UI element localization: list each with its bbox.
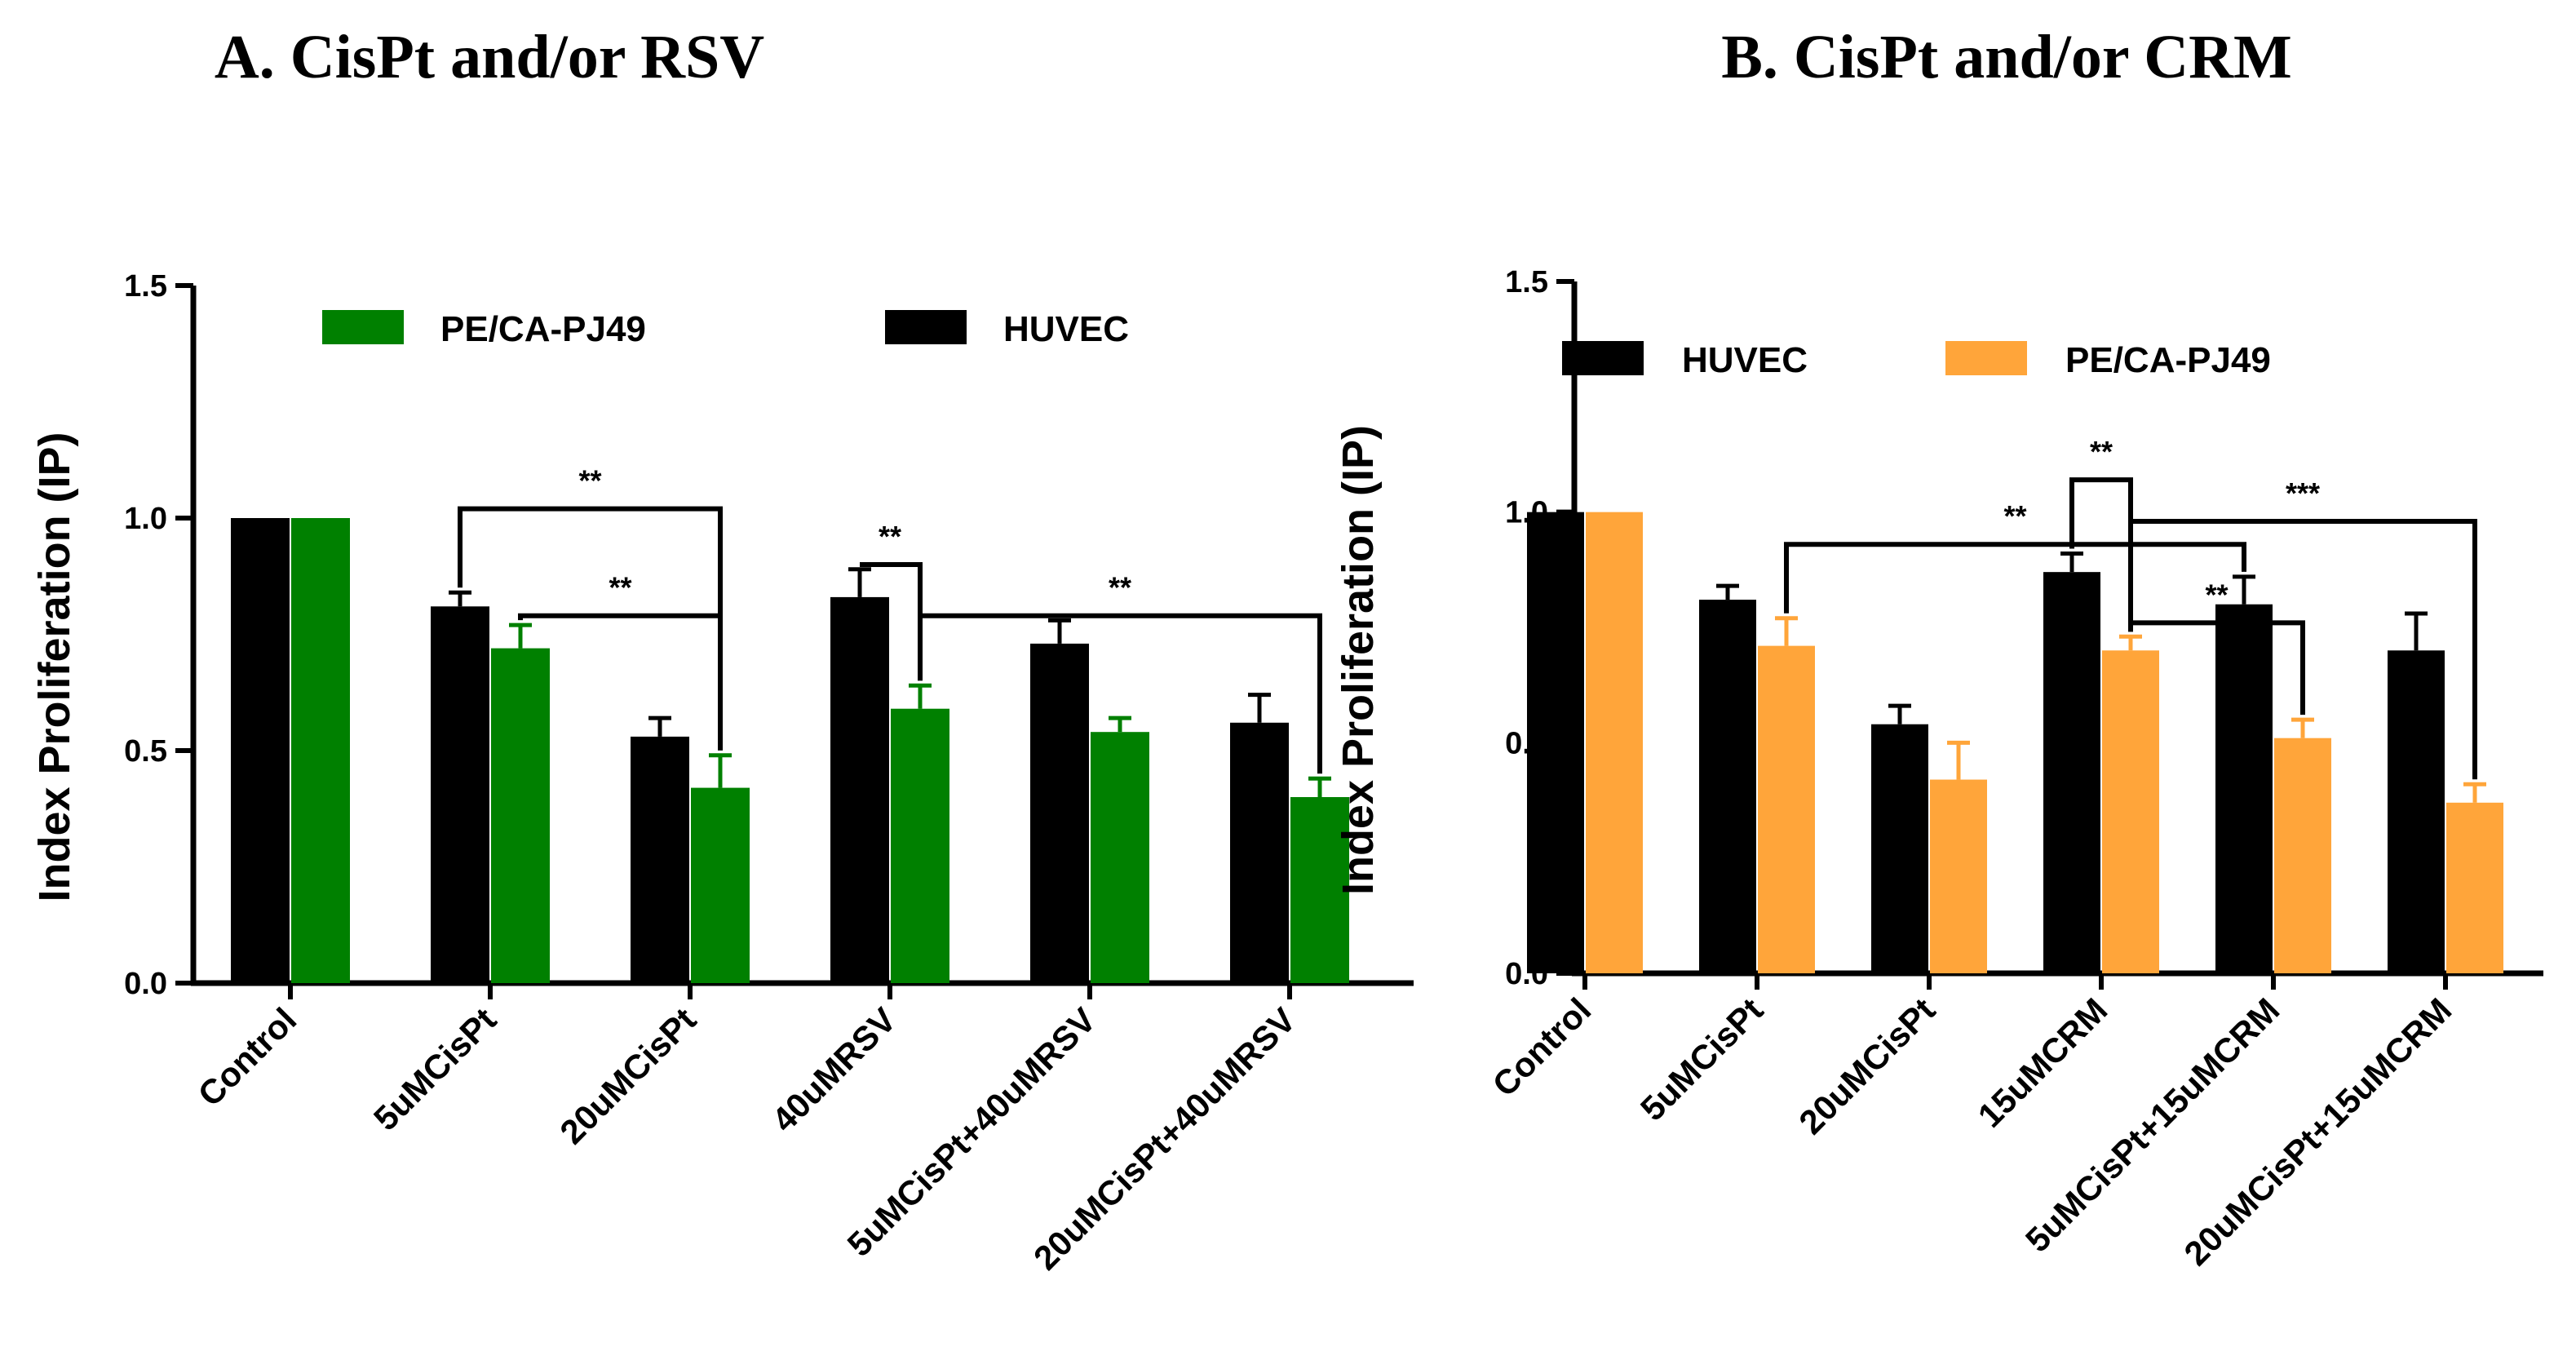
bar [2274,738,2331,973]
x-tick-label: 40uMRSV [764,1000,903,1139]
significance-bracket [918,613,1322,774]
bar [891,708,949,983]
bar [2102,650,2159,973]
bar [1290,797,1349,983]
legend-label: PE/CA-PJ49 [2065,340,2271,380]
bar [1699,600,1756,973]
significance-bracket [518,613,723,751]
x-tick-label: 20uMCisPt [552,1000,703,1151]
legend-label: HUVEC [1682,340,1808,380]
significance-label: ** [578,464,601,498]
legend-swatch [1562,341,1644,375]
bar [1091,732,1149,983]
bar [431,606,489,983]
significance-label: ** [609,571,631,605]
y-axis-title: Index Proliferation (IP) [30,432,79,902]
bar [830,596,889,983]
significance-label: *** [2286,476,2320,510]
x-tick-label: 20uMCisPt [1791,990,1942,1141]
bar [291,518,350,983]
y-tick-label: 1.0 [124,502,167,536]
bar [2043,572,2100,973]
bar [1586,512,1643,973]
bar [1030,643,1089,983]
chart-title: B. CisPt and/or CRM [1721,23,2292,91]
legend-swatch [885,310,967,344]
bar [691,787,750,983]
significance-label: ** [2003,499,2026,533]
significance-label: ** [1109,571,1131,605]
legend-swatch [1945,341,2027,375]
bar [1230,722,1289,983]
significance-label: ** [2205,578,2228,611]
bar [1871,724,1928,973]
significance-bracket [2128,518,2477,780]
bar [491,648,550,983]
y-tick-label: 0.0 [124,967,167,1001]
y-axis-title: Index Proliferation (IP) [1334,425,1383,895]
bar [1527,512,1584,973]
y-tick-label: 1.5 [1505,265,1548,299]
x-tick-label: Control [191,1000,304,1114]
significance-label: ** [2090,435,2113,468]
y-tick-label: 1.5 [124,269,167,303]
legend-swatch [322,310,404,344]
bar [1930,779,1987,973]
x-tick-label: Control [1485,990,1599,1104]
chart-panel-a: A. CisPt and/or RSV 0.0 0.5 1.0 1.5 Index Pr… [30,23,1414,1278]
significance-label: ** [879,520,901,553]
x-tick-label: 15uMCRM [1971,990,2115,1135]
bar [2446,802,2503,973]
y-tick-label: 0.5 [124,734,167,769]
legend-label: PE/CA-PJ49 [440,309,646,349]
bar [231,518,290,983]
bar [2215,604,2273,973]
bar [631,736,689,983]
legend-label: HUVEC [1003,309,1129,349]
bar [2388,650,2445,973]
x-tick-label: 5uMCisPt [1633,990,1771,1128]
significance-bracket [1784,542,2246,614]
x-tick-label: 5uMCisPt [366,1000,504,1138]
chart-title: A. CisPt and/or RSV [215,23,764,91]
bar [1758,645,1815,973]
